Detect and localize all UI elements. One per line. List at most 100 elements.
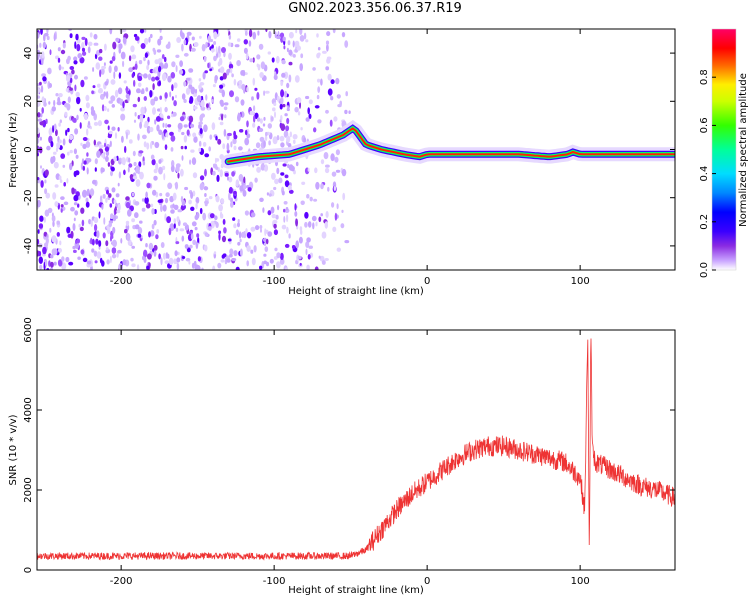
spectrogram-speckle xyxy=(107,125,110,131)
chart-title: GN02.2023.356.06.37.R19 xyxy=(288,1,462,16)
bottom-y-tick-label: 2000 xyxy=(23,477,34,502)
spectrogram-speckle xyxy=(332,29,336,34)
spectrogram-speckle xyxy=(278,177,283,184)
spectrogram-speckle xyxy=(301,181,306,185)
spectrogram-speckle xyxy=(54,201,59,207)
spectrogram-speckle xyxy=(221,89,225,98)
spectrogram-speckle xyxy=(259,265,263,270)
spectrogram-speckle xyxy=(98,211,101,219)
spectrogram-speckle xyxy=(193,106,198,110)
spectrogram-speckle xyxy=(141,88,145,93)
spectrogram-speckle xyxy=(114,132,118,139)
spectrogram-speckle xyxy=(37,199,41,208)
spectrogram-speckle xyxy=(195,202,198,210)
spectrogram-speckle xyxy=(168,227,172,236)
spectrogram-speckle xyxy=(42,76,47,82)
spectrogram-speckle xyxy=(37,118,43,122)
spectrogram-speckle xyxy=(73,56,78,62)
spectrogram-speckle xyxy=(139,29,145,34)
spectrogram-speckle xyxy=(208,146,211,152)
spectrogram-speckle xyxy=(308,245,314,249)
spectrogram-speckle xyxy=(41,58,44,66)
spectrogram-speckle xyxy=(284,90,288,98)
bottom-y-tick-label: 4000 xyxy=(23,397,34,422)
spectrogram-speckle xyxy=(207,62,210,69)
colorbar-label: Normalized spectral amplitude xyxy=(738,73,749,227)
spectrogram-speckle xyxy=(184,145,187,150)
spectrogram-speckle xyxy=(190,206,195,211)
spectrogram-speckle xyxy=(132,150,136,157)
spectrogram-speckle xyxy=(105,197,108,203)
spectrogram-speckle xyxy=(119,157,122,162)
spectrogram-speckle xyxy=(160,257,163,266)
spectrogram-speckle xyxy=(325,66,330,71)
spectrogram-speckle xyxy=(336,94,341,99)
spectrogram-speckle xyxy=(233,190,237,195)
spectrogram-speckle xyxy=(326,44,329,52)
spectrogram-speckle xyxy=(160,242,165,248)
spectrogram-speckle xyxy=(173,204,179,210)
spectrogram-speckle xyxy=(50,140,54,148)
spectrogram-speckle xyxy=(113,156,117,162)
spectrogram-speckle xyxy=(279,258,285,265)
spectrogram-speckle xyxy=(262,123,266,127)
spectrogram-speckle xyxy=(125,86,129,94)
spectrogram-speckle xyxy=(53,123,57,132)
spectrogram-speckle xyxy=(81,219,85,227)
spectrogram-speckle xyxy=(180,168,184,177)
spectrogram-speckle xyxy=(181,205,186,210)
spectrogram-speckle xyxy=(208,226,212,231)
spectrogram-speckle xyxy=(280,123,286,131)
spectrogram-speckle xyxy=(103,62,106,66)
spectrogram-speckle xyxy=(145,191,148,199)
spectrogram-speckle xyxy=(50,254,54,259)
spectrogram-speckle xyxy=(316,94,320,100)
spectrogram-speckle xyxy=(212,170,216,176)
spectrogram-speckle xyxy=(282,103,286,108)
spectrogram-speckle xyxy=(111,247,117,254)
spectrogram-speckle xyxy=(91,90,94,95)
spectrogram-speckle xyxy=(209,213,215,219)
spectrogram-speckle xyxy=(104,43,107,51)
top-y-tick-label: 40 xyxy=(23,47,34,60)
bottom-x-axis-label: Height of straight line (km) xyxy=(288,585,424,596)
spectrogram-speckle xyxy=(204,200,209,205)
spectrogram-speckle xyxy=(200,99,205,108)
spectrogram-speckle xyxy=(40,180,44,188)
spectrogram-speckle xyxy=(75,154,79,159)
spectrogram-speckle xyxy=(284,113,288,117)
spectrogram-speckle xyxy=(153,250,157,257)
spectrogram-speckle xyxy=(202,212,207,221)
spectrogram-speckle xyxy=(72,245,76,250)
spectrogram-speckle xyxy=(128,67,134,73)
spectrogram-speckle xyxy=(288,233,291,239)
spectrogram-speckle xyxy=(73,217,76,222)
spectrogram-speckle xyxy=(197,237,200,243)
spectrogram-speckle xyxy=(100,167,104,172)
spectrogram-speckle xyxy=(256,166,261,173)
spectrogram-speckle xyxy=(128,163,133,168)
spectrogram-speckle xyxy=(67,151,70,156)
spectrogram-speckle xyxy=(166,131,169,138)
spectrogram-speckle xyxy=(190,86,196,95)
spectrogram-speckle xyxy=(61,66,65,70)
spectrogram-speckle xyxy=(270,206,275,214)
spectrogram-speckle xyxy=(249,58,254,63)
spectrogram-speckle xyxy=(100,93,105,100)
spectrogram-speckle xyxy=(260,163,265,171)
spectrogram-speckle xyxy=(146,125,151,134)
spectrogram-speckle xyxy=(189,244,193,249)
spectrogram-speckle xyxy=(177,122,183,130)
spectrogram-speckle xyxy=(263,253,267,257)
spectrogram-speckle xyxy=(203,56,207,62)
spectrogram-speckle xyxy=(62,164,66,168)
spectrogram-speckle xyxy=(139,171,144,180)
spectrogram-speckle xyxy=(120,238,123,244)
spectrogram-speckle xyxy=(200,106,206,111)
spectrogram-speckle xyxy=(80,142,83,146)
spectrogram-speckle xyxy=(68,261,74,266)
spectrogram-speckle xyxy=(137,133,140,141)
spectrogram-speckle xyxy=(244,210,249,216)
spectrogram-speckle xyxy=(37,100,41,107)
spectrogram-speckle xyxy=(251,96,254,101)
